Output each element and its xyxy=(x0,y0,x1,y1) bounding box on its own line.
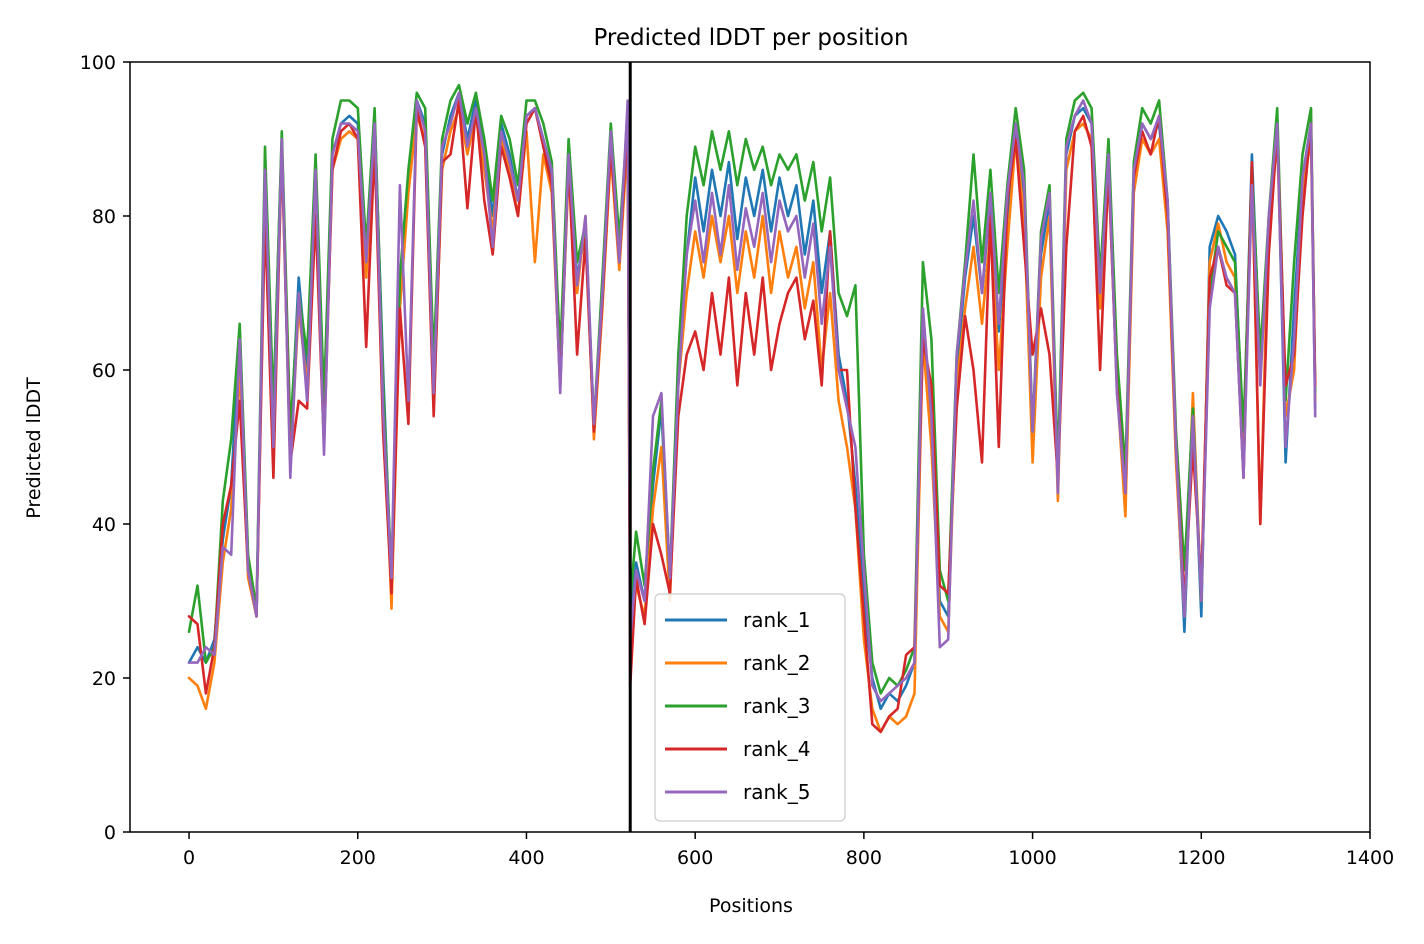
x-tick-label: 1200 xyxy=(1177,847,1225,869)
x-tick-label: 600 xyxy=(677,847,713,869)
legend-box xyxy=(654,593,846,822)
x-tick-label: 1400 xyxy=(1346,847,1394,869)
y-tick-label: 20 xyxy=(92,668,116,690)
y-axis: 0 20 40 60 80 100 xyxy=(80,52,130,844)
x-tick-label: 800 xyxy=(846,847,882,869)
y-tick-label: 40 xyxy=(92,514,116,536)
y-tick-label: 80 xyxy=(92,206,116,228)
plot-frame xyxy=(129,61,1371,833)
y-axis-label: Predicted lDDT xyxy=(23,377,45,519)
legend-label-rank-1: rank_1 xyxy=(743,608,810,632)
x-axis: 0 200 400 600 800 1000 1200 1400 xyxy=(183,832,1394,869)
x-tick-label: 0 xyxy=(183,847,195,869)
series-layer xyxy=(187,83,1317,734)
legend-label-rank-5: rank_5 xyxy=(743,780,810,804)
y-tick-label: 0 xyxy=(104,822,116,844)
series-line-rank-5 xyxy=(187,91,1317,703)
y-tick-label: 100 xyxy=(80,52,116,74)
legend-label-rank-4: rank_4 xyxy=(743,737,810,761)
legend-label-rank-2: rank_2 xyxy=(743,651,810,675)
x-tick-label: 200 xyxy=(340,847,376,869)
y-tick-label: 60 xyxy=(92,360,116,382)
x-axis-label: Positions xyxy=(709,895,793,917)
chart-title: Predicted lDDT per position xyxy=(593,25,908,51)
x-tick-label: 400 xyxy=(508,847,544,869)
legend: rank_1 rank_2 rank_3 rank_4 rank_5 xyxy=(654,593,846,822)
x-tick-label: 1000 xyxy=(1008,847,1056,869)
legend-label-rank-3: rank_3 xyxy=(743,694,810,718)
